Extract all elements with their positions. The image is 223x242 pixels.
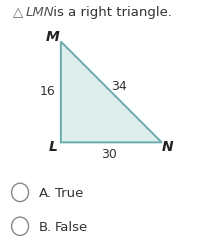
Text: M: M: [46, 30, 60, 44]
Text: 16: 16: [40, 85, 56, 98]
Text: L: L: [48, 140, 57, 154]
Polygon shape: [61, 42, 162, 142]
Text: is a right triangle.: is a right triangle.: [49, 6, 172, 19]
Text: False: False: [55, 221, 88, 234]
Text: △: △: [13, 6, 24, 19]
Text: LMN: LMN: [26, 6, 54, 19]
Text: A.: A.: [39, 187, 52, 200]
Text: 30: 30: [101, 148, 117, 161]
Text: True: True: [55, 187, 83, 200]
Text: N: N: [162, 140, 173, 154]
Text: 34: 34: [112, 80, 127, 93]
Text: B.: B.: [39, 221, 52, 234]
